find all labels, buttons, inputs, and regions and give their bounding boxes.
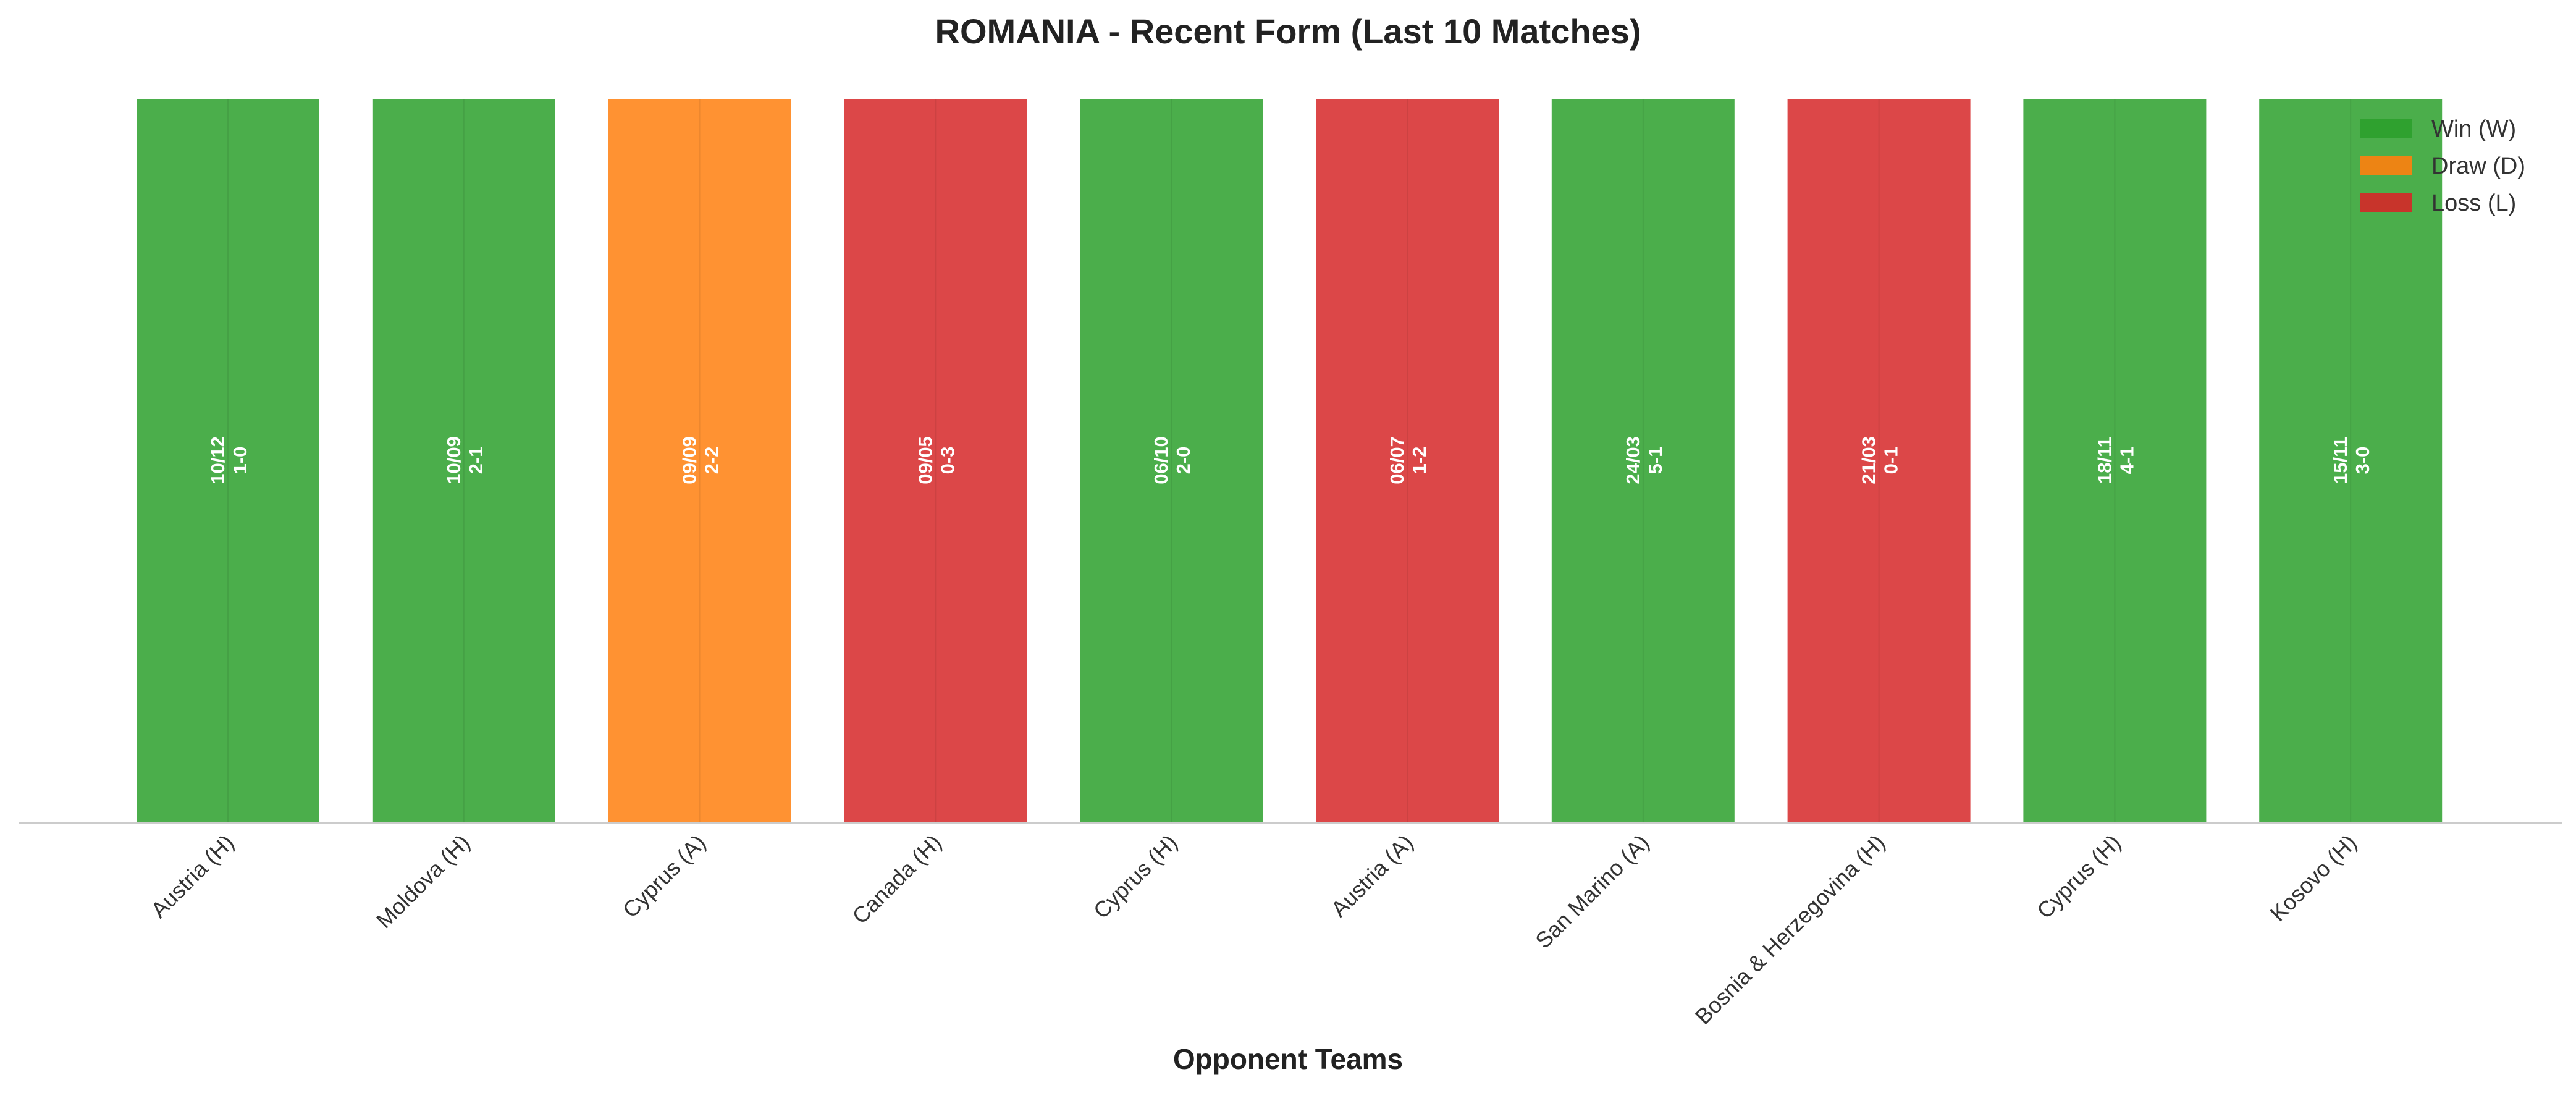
bar-date-10: 15/11 [2330,437,2351,484]
bar-date-8: 21/03 [1858,436,1880,484]
bar-data-label-2: 10/092-1 [443,436,487,484]
x-tick-label-1: Austria (H) [146,830,239,923]
bar-score-6: 1-2 [1408,447,1430,475]
bar-3 [605,96,794,824]
bar-7 [1549,96,1737,824]
bar-date-3: 09/09 [679,436,701,484]
bar-data-label-5: 06/102-0 [1150,436,1194,484]
bars-layer: 10/121-0 10/092-1 09/092-2 09/050-3 06/102-0… [134,96,2445,824]
bar-score-7: 5-1 [1644,447,1666,475]
bar-date-2: 10/09 [443,436,465,484]
bar-2 [369,96,558,824]
bar-date-6: 06/07 [1386,436,1408,484]
chart-title: ROMANIA - Recent Form (Last 10 Matches) [935,12,1641,51]
bar-6 [1313,96,1501,824]
bar-date-9: 18/11 [2094,437,2115,484]
x-tick-label-3: Cyprus (A) [618,830,711,923]
x-tick-label-5: Cyprus (H) [1088,830,1182,924]
x-axis-label: Opponent Teams [1173,1043,1403,1075]
bar-date-4: 09/05 [914,436,936,484]
x-tick-label-8: Bosnia & Herzegovina (H) [1690,830,1890,1029]
bar-10 [2257,96,2445,824]
bar-score-2: 2-1 [465,447,487,475]
legend-label-l: Loss (L) [2431,190,2516,216]
x-tick-label-9: Cyprus (H) [2032,830,2126,924]
bar-date-1: 10/12 [207,436,229,484]
bar-date-7: 24/03 [1622,436,1644,484]
bar-data-label-7: 24/035-1 [1622,436,1666,484]
x-tick-labels: Austria (H) Moldova (H) Cyprus (A) Canada (… [146,830,2362,1029]
bar-5 [1077,96,1266,824]
x-tick-label-4: Canada (H) [847,830,946,929]
bar-score-5: 2-0 [1172,447,1194,475]
bar-data-label-1: 10/121-0 [207,436,251,484]
bar-score-10: 3-0 [2352,447,2373,475]
x-tick-label-6: Austria (A) [1326,830,1418,922]
bar-1 [134,96,322,824]
bar-4 [841,96,1030,824]
legend-label-d: Draw (D) [2431,153,2525,179]
bar-score-1: 1-0 [229,447,251,475]
bar-data-label-9: 18/114-1 [2094,437,2137,484]
x-tick-label-7: San Marino (A) [1530,830,1654,953]
bar-data-label-8: 21/030-1 [1858,436,1902,484]
legend-swatch-d [2360,156,2412,175]
bar-score-4: 0-3 [937,447,958,475]
bar-data-label-3: 09/092-2 [679,436,723,484]
bar-score-9: 4-1 [2116,447,2137,475]
x-tick-label-2: Moldova (H) [371,830,475,934]
bar-score-3: 2-2 [701,447,723,475]
legend-swatch-w [2360,119,2412,138]
bar-date-5: 06/10 [1150,436,1172,484]
legend-label-w: Win (W) [2431,116,2516,142]
bar-data-label-4: 09/050-3 [914,436,958,484]
bar-data-label-6: 06/071-2 [1386,436,1430,484]
bar-data-label-10: 15/113-0 [2330,437,2373,484]
x-tick-label-10: Kosovo (H) [2265,830,2362,926]
legend: Win (W) Draw (D) Loss (L) [2360,116,2525,216]
legend-swatch-l [2360,193,2412,212]
bar-score-8: 0-1 [1880,447,1902,475]
